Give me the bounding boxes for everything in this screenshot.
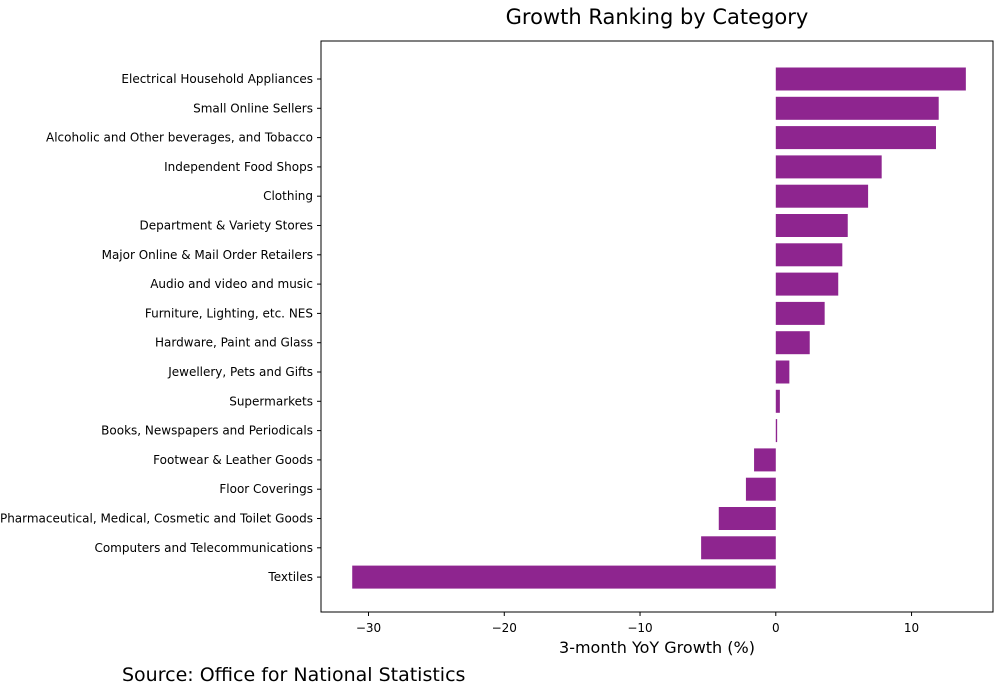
y-tick-label: Clothing	[263, 189, 313, 203]
bar-11	[775, 389, 780, 413]
bar-1	[775, 96, 939, 120]
x-tick-label: 10	[904, 621, 919, 635]
x-axis-label: 3-month YoY Growth (%)	[559, 638, 755, 657]
y-tick-label: Hardware, Paint and Glass	[155, 336, 313, 350]
x-tick-label: −10	[627, 621, 652, 635]
y-tick-label: Textiles	[267, 570, 313, 584]
chart-title: Growth Ranking by Category	[506, 5, 809, 29]
y-tick-label: Books, Newspapers and Periodicals	[101, 424, 313, 438]
bars-group	[352, 67, 966, 589]
y-tick-label: Independent Food Shops	[164, 160, 313, 174]
y-tick-label: Footwear & Leather Goods	[153, 453, 313, 467]
y-tick-label: Audio and video and music	[150, 277, 313, 291]
y-tick-label: Electrical Household Appliances	[121, 72, 313, 86]
bar-5	[775, 214, 848, 237]
bar-15	[718, 507, 776, 530]
y-axis-ticks: Electrical Household Appliances Small Onl…	[0, 72, 321, 584]
y-tick-label: Supermarkets	[229, 394, 313, 408]
bar-13	[754, 448, 776, 472]
bar-7	[775, 272, 839, 296]
bar-16	[701, 536, 776, 560]
y-tick-label: Department & Variety Stores	[140, 219, 313, 233]
bar-0	[775, 67, 966, 91]
bar-12	[775, 419, 778, 443]
bar-8	[775, 301, 825, 325]
source-note: Source: Office for National Statistics	[122, 664, 466, 686]
y-tick-label: Alcoholic and Other beverages, and Tobac…	[46, 131, 313, 145]
bar-2	[775, 126, 936, 150]
bar-3	[775, 155, 882, 179]
y-tick-label: Furniture, Lighting, etc. NES	[145, 306, 313, 320]
bar-9	[775, 331, 810, 355]
bar-17	[352, 565, 776, 589]
x-tick-label: −30	[356, 621, 381, 635]
x-tick-label: −20	[492, 621, 517, 635]
y-tick-label: Pharmaceutical, Medical, Cosmetic and To…	[0, 512, 313, 526]
y-tick-label: Floor Coverings	[219, 482, 313, 496]
x-tick-label: 0	[772, 621, 780, 635]
bar-4	[775, 184, 869, 208]
y-tick-label: Jewellery, Pets and Gifts	[167, 365, 313, 379]
bar-6	[775, 243, 843, 267]
bar-10	[775, 360, 790, 384]
x-axis-ticks: −30 −20 −10 0 10	[356, 612, 919, 635]
y-tick-label: Small Online Sellers	[193, 101, 313, 115]
bar-14	[745, 477, 776, 501]
y-tick-label: Computers and Telecommunications	[94, 541, 313, 555]
plot-frame	[320, 40, 994, 613]
y-tick-label: Major Online & Mail Order Retailers	[102, 248, 313, 262]
